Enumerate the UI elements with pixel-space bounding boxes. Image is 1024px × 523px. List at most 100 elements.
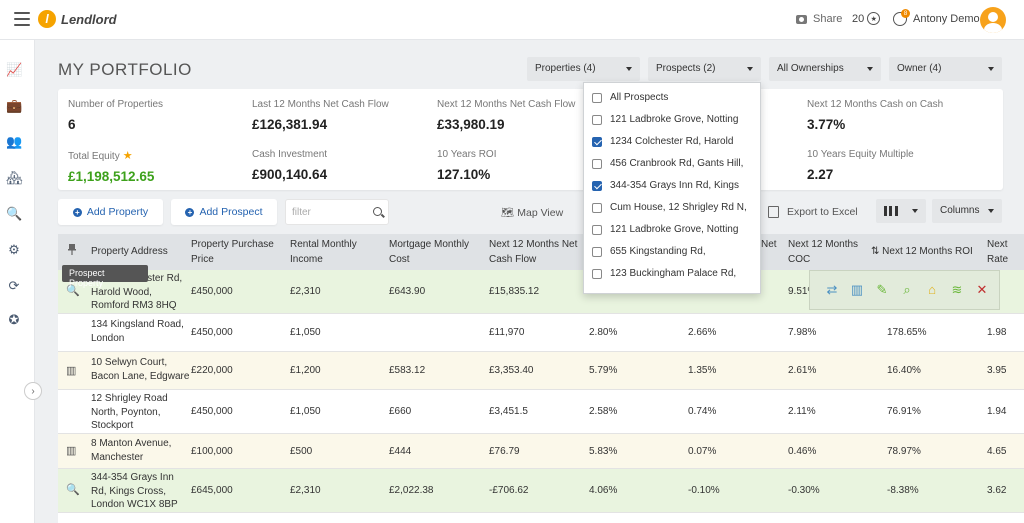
header-price[interactable]: Property Purchase Price	[191, 239, 274, 265]
address-cell: 8 Manton Avenue, Manchester	[91, 437, 171, 464]
search-icon	[373, 207, 382, 216]
star-icon: ★	[122, 150, 133, 162]
map-icon: 🗺	[501, 207, 515, 219]
columns-icon	[884, 206, 898, 216]
prospects-filter[interactable]: Prospects (2)	[648, 57, 761, 81]
header-col7[interactable]: Net	[761, 239, 777, 250]
close-icon[interactable]: ✕	[976, 282, 988, 297]
menu-icon[interactable]	[14, 12, 30, 26]
dropdown-item[interactable]: Cum House, 12 Shrigley Rd N,	[592, 202, 747, 213]
logo[interactable]: l Lendlord	[38, 10, 117, 28]
stat-next12-coc: Next 12 Months Cash on Cash 3.77%	[807, 99, 943, 132]
address-line-1: 134 Kingsland Road,	[91, 319, 184, 330]
table-row[interactable]: ▥ 8 Manton Avenue, Manchester £100,000 £5…	[58, 434, 1024, 469]
add-property-button[interactable]: + Add Property	[58, 199, 163, 225]
owner-filter[interactable]: Owner (4)	[889, 57, 1002, 81]
sort-icon: ⇅	[871, 246, 883, 257]
dropdown-item-label: Cum House, 12 Shrigley Rd N,	[610, 202, 747, 213]
stat-equity-multiple: 10 Years Equity Multiple 2.27	[807, 149, 914, 182]
ownerships-filter[interactable]: All Ownerships	[769, 57, 881, 81]
dropdown-item[interactable]: All Prospects	[592, 92, 668, 103]
page-title: MY PORTFOLIO	[58, 60, 192, 79]
header-rent[interactable]: Rental Monthly Income	[290, 239, 357, 265]
search-icon[interactable]: ⌕	[903, 282, 911, 297]
col6-cell: 2.80%	[589, 327, 618, 338]
coc-cell: 2.61%	[788, 365, 817, 376]
table-row[interactable]: 134 Kingsland Road, London £450,000 £1,05…	[58, 314, 1024, 352]
settings-icon[interactable]: ⚙	[8, 242, 20, 257]
avatar[interactable]	[980, 7, 1006, 33]
header-cashflow[interactable]: Next 12 Months Net Cash Flow	[489, 239, 578, 265]
sidebar-expand-button[interactable]: ›	[24, 382, 42, 400]
properties-filter[interactable]: Properties (4)	[527, 57, 640, 81]
table-row[interactable]: 🔍 344-354 Grays Inn Rd, Kings Cross, Londo…	[58, 469, 1024, 513]
dropdown-item[interactable]: 121 Ladbroke Grove, Notting	[592, 224, 738, 235]
stat-label: Cash Investment	[252, 149, 328, 160]
address-line-2: Manchester	[91, 451, 144, 463]
notification-badge: 8	[901, 9, 910, 18]
briefcase-icon[interactable]: 💼	[6, 98, 23, 113]
filter-input[interactable]: filter	[285, 199, 389, 225]
notification-icon[interactable]	[893, 12, 907, 26]
price-cell: £645,000	[191, 485, 233, 496]
checkbox[interactable]	[592, 202, 602, 213]
building-icon[interactable]: ▥	[850, 282, 864, 297]
zoom-icon: 🔍	[66, 484, 80, 496]
dropdown-item[interactable]: 344-354 Grays Inn Rd, Kings	[592, 180, 739, 191]
add-prospect-button[interactable]: + Add Prospect	[171, 199, 277, 225]
stat-label: Next 12 Months Cash on Cash	[807, 99, 944, 110]
rent-cell: £1,050	[290, 406, 321, 417]
user-name[interactable]: Antony Demo	[913, 13, 980, 25]
checkbox-checked[interactable]	[592, 180, 602, 191]
col7-cell: -0.10%	[688, 485, 720, 496]
users-icon[interactable]: 👥	[6, 134, 23, 149]
dropdown-item[interactable]: 123 Buckingham Palace Rd,	[592, 268, 736, 279]
columns-button[interactable]: Columns	[932, 199, 1002, 223]
search-icon[interactable]: 🔍	[6, 206, 23, 221]
edit-icon[interactable]: ✎	[876, 282, 888, 297]
checkbox[interactable]	[592, 158, 602, 169]
stat-label: Next 12 Months Net Cash Flow	[437, 99, 576, 110]
dropdown-item[interactable]: 456 Cranbrook Rd, Gants Hill,	[592, 158, 743, 169]
ownerships-filter-label: All Ownerships	[777, 63, 844, 74]
header-roi[interactable]: ⇅ Next 12 Months ROI	[871, 244, 986, 259]
stat-label: 10 Years ROI	[437, 149, 497, 160]
convert-icon[interactable]: ⇄	[826, 282, 838, 297]
map-view-button[interactable]: 🗺 Map View	[501, 206, 563, 219]
checkbox-checked[interactable]	[592, 136, 602, 147]
column-layout-button[interactable]	[876, 199, 926, 223]
col6-cell: 2.58%	[589, 406, 618, 417]
export-excel-button[interactable]: Export to Excel	[768, 206, 858, 218]
address-line-1: 8 Manton Avenue,	[91, 438, 172, 449]
checkbox[interactable]	[592, 114, 602, 125]
building-icon: ▥	[66, 445, 77, 457]
dropdown-item-label: 123 Buckingham Palace Rd,	[610, 268, 737, 279]
pin-icon[interactable]	[68, 244, 76, 255]
refresh-icon[interactable]: ⟳	[8, 278, 20, 293]
checkbox[interactable]	[592, 246, 602, 257]
share-button[interactable]: Share	[796, 13, 842, 25]
checkbox[interactable]	[592, 224, 602, 235]
header-coc[interactable]: Next 12 Months COC	[788, 239, 859, 265]
money-icon[interactable]: ≋	[951, 282, 963, 297]
chart-icon[interactable]: 📈	[6, 62, 23, 77]
dropdown-item[interactable]: 121 Ladbroke Grove, Notting	[592, 114, 738, 125]
header-address[interactable]: Property Address	[91, 246, 168, 257]
header-mortgage[interactable]: Mortgage Monthly Cost	[389, 239, 470, 265]
checkbox[interactable]	[592, 268, 602, 279]
checkbox[interactable]	[592, 92, 602, 103]
price-cell: £220,000	[191, 365, 233, 376]
bank-icon[interactable]: ⌂	[928, 282, 936, 297]
header-next[interactable]: Next Rate	[987, 239, 1009, 265]
coins-counter[interactable]: 20 ★	[852, 12, 881, 25]
price-cell: £100,000	[191, 446, 233, 457]
dropdown-item[interactable]: 655 Kingstanding Rd,	[592, 246, 706, 257]
star-icon[interactable]: ✪	[8, 312, 20, 327]
table-row[interactable]: ▥ 10 Selwyn Court, Bacon Lane, Edgware £2…	[58, 352, 1024, 390]
address-line-2: Bacon Lane, Edgware	[91, 370, 190, 382]
buildings-icon[interactable]: 🏘	[6, 170, 23, 185]
building-icon: ▥	[66, 365, 77, 377]
dropdown-item[interactable]: 1234 Colchester Rd, Harold	[592, 136, 733, 147]
table-row[interactable]: 12 Shrigley Road North, Poynton, Stockport…	[58, 390, 1024, 434]
plus-icon: +	[185, 207, 195, 217]
